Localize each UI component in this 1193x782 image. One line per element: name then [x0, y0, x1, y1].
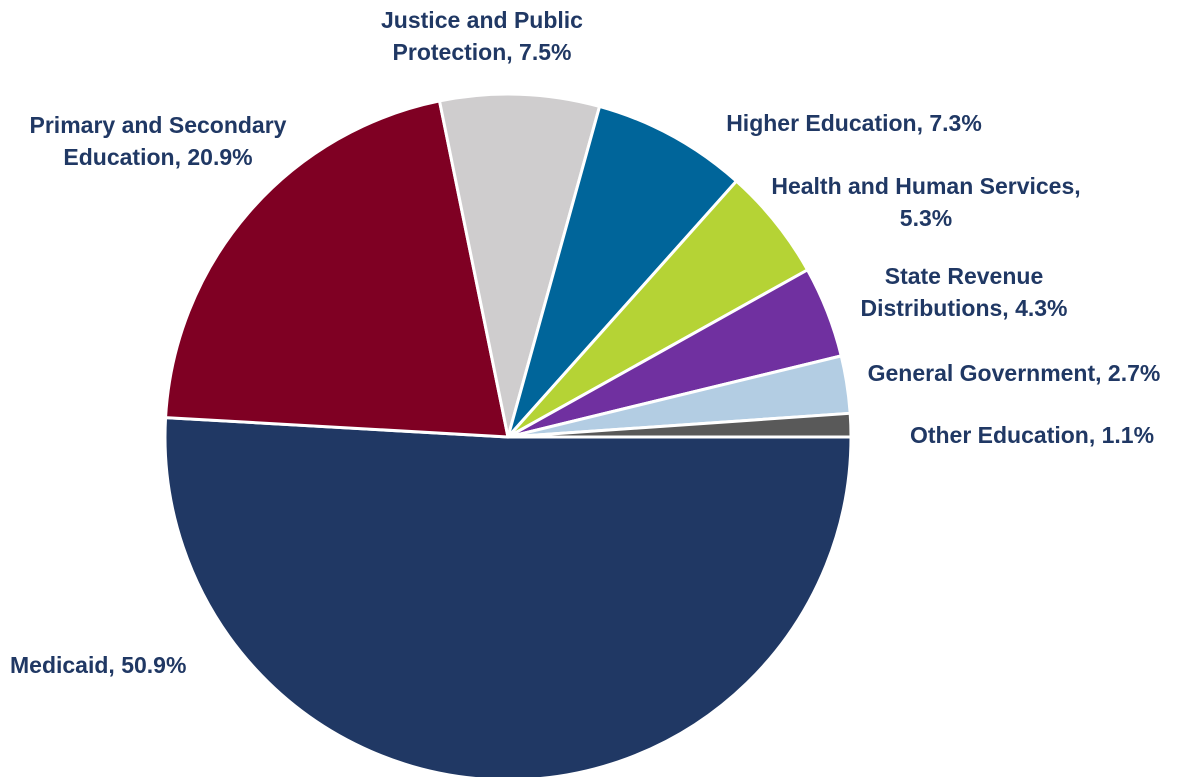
slice-label-line: State Revenue: [885, 263, 1044, 289]
slice-label-line: General Government, 2.7%: [868, 360, 1161, 386]
slice-label-line: Health and Human Services,: [771, 173, 1080, 199]
slice-label-other-education: Other Education, 1.1%: [910, 422, 1154, 448]
pie-slice-higher-education: [506, 104, 738, 439]
slice-label-primary-and-secondary-education: Primary and Secondary Education, 20.9%: [30, 112, 287, 170]
slice-label-justice-and-public-protection: Justice and Public Protection, 7.5%: [381, 7, 583, 65]
slice-label-line: Primary and Secondary: [30, 112, 287, 138]
slice-label-line: Education, 20.9%: [63, 144, 252, 170]
pie-slice-other-education: [506, 411, 853, 439]
slice-label-line: Medicaid, 50.9%: [10, 652, 186, 678]
slice-label-line: Higher Education, 7.3%: [726, 110, 982, 136]
slice-label-line: Protection, 7.5%: [393, 39, 572, 65]
slice-label-line: Other Education, 1.1%: [910, 422, 1154, 448]
slice-label-higher-education: Higher Education, 7.3%: [726, 110, 982, 136]
slice-label-line: 5.3%: [900, 205, 952, 231]
slice-label-medicaid: Medicaid, 50.9%: [10, 652, 186, 678]
pie-labels: Medicaid, 50.9% Primary and Secondary Educ…: [10, 7, 1160, 678]
slice-label-line: Distributions, 4.3%: [860, 295, 1067, 321]
pie-slice-primary-and-secondary-education: [164, 99, 510, 439]
slice-label-health-and-human-services: Health and Human Services, 5.3%: [771, 173, 1080, 231]
pie-slice-medicaid: [163, 416, 853, 782]
slice-label-state-revenue-distributions: State Revenue Distributions, 4.3%: [860, 263, 1067, 321]
slice-label-general-government: General Government, 2.7%: [868, 360, 1161, 386]
pie-slices: [163, 92, 853, 782]
pie-slice-justice-and-public-protection: [437, 92, 602, 439]
slice-label-line: Justice and Public: [381, 7, 583, 33]
